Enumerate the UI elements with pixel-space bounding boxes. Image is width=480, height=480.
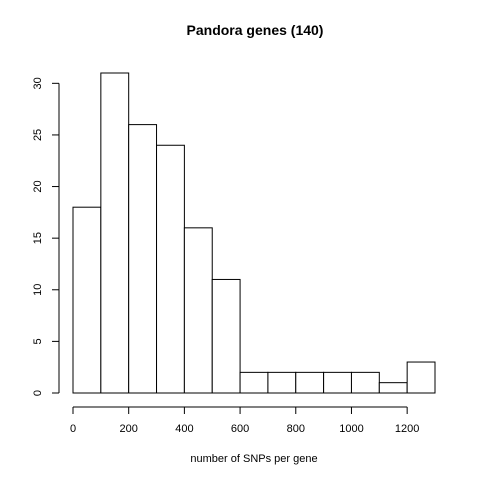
histogram-bar-2 — [128, 124, 158, 394]
x-tick-label-1000: 1000 — [339, 423, 363, 435]
y-axis: 0 5 10 15 20 25 30 — [32, 77, 60, 396]
y-tick-label-10: 10 — [32, 284, 44, 296]
histogram-bar-7 — [267, 371, 297, 394]
y-tick-label-15: 15 — [32, 232, 44, 244]
x-tick-label-0: 0 — [70, 423, 76, 435]
histogram-bar-6 — [239, 371, 269, 394]
x-tick-label-400: 400 — [175, 423, 193, 435]
x-tick-label-1200: 1200 — [395, 423, 419, 435]
histogram-bar-8 — [295, 371, 325, 394]
x-tick-label-800: 800 — [287, 423, 305, 435]
y-tick-label-5: 5 — [32, 338, 44, 344]
y-tick-label-30: 30 — [32, 77, 44, 89]
y-tick-label-25: 25 — [32, 129, 44, 141]
bars-group — [72, 72, 436, 394]
histogram-bar-0 — [72, 206, 102, 394]
x-tick-label-600: 600 — [231, 423, 249, 435]
histogram-bar-11 — [378, 382, 408, 394]
y-tick-label-20: 20 — [32, 180, 44, 192]
y-tick-label-0: 0 — [32, 390, 44, 396]
chart-title: Pandora genes (140) — [187, 22, 324, 38]
histogram-bar-4 — [183, 227, 213, 394]
x-axis-label: number of SNPs per gene — [190, 453, 317, 465]
histogram-bar-12 — [406, 361, 436, 394]
histogram-bar-10 — [350, 371, 380, 394]
x-tick-label-200: 200 — [120, 423, 138, 435]
histogram-bar-3 — [156, 144, 185, 394]
histogram-bar-1 — [100, 72, 130, 394]
x-axis: 0 200 400 600 800 1000 1200 — [70, 406, 419, 435]
histogram-bar-9 — [323, 371, 352, 394]
histogram-bar-5 — [211, 278, 241, 394]
